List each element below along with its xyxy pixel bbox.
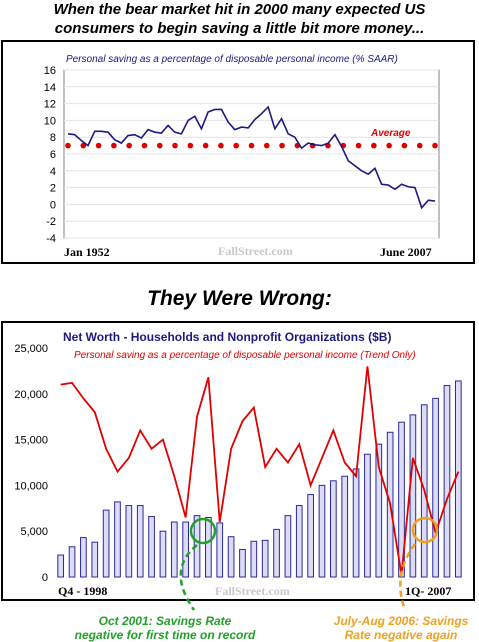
average-dot [386,142,392,149]
average-dot [202,142,209,149]
net-worth-bar [307,494,314,578]
average-dot [95,142,102,149]
chart-2-watermark: FallStreet.com [215,584,290,598]
saving-rate-chart: Personal saving as a percentage of dispo… [1,40,475,264]
net-worth-bar [227,536,235,578]
chart-2-y-tick-label: 20,000 [14,389,48,401]
chart-2-y-tick-label: 5,000 [20,526,48,538]
average-dot [172,142,178,149]
chart-1-y-tick-label: 16 [44,65,56,77]
chart-2-y-tick-label: 15,000 [14,435,48,447]
jul-aug-2006-highlight-circle [411,516,439,544]
net-worth-bar [375,443,383,578]
net-worth-bar [170,521,178,578]
average-dot [218,142,224,149]
net-worth-bar [239,549,246,578]
chart-1-y-tick-label: 12 [44,99,56,111]
jul-aug-2006-annotation-line-2: Rate negative again [344,628,458,642]
chart-1-watermark: FallStreet.com [218,244,293,258]
average-dot [263,142,270,149]
net-worth-bar [341,475,349,578]
chart-1-y-tick-label: 14 [44,82,56,94]
net-worth-bar [273,528,280,578]
net-worth-bar [454,380,462,578]
headline-line-1: When the bear market hit in 2000 many ex… [53,1,426,18]
saving-rate-series [67,105,436,210]
jul-aug-2006-annotation-line-1: July-Aug 2006: Savings [333,614,469,628]
chart-1-title: Personal saving as a percentage of dispo… [66,54,398,65]
oct-2001-annotation: Oct 2001: Savings Rate negative for firs… [40,614,290,642]
oct-2001-pointer-line [179,544,198,611]
headline-line-2: consumers to begin saving a little bit m… [54,20,425,37]
chart-2-x-start-label: Q4 - 1998 [58,584,107,598]
oct-2001-annotation-line-1: Oct 2001: Savings Rate [98,614,232,628]
net-worth-bar [182,521,189,578]
net-worth-bar [68,546,76,578]
headline: When the bear market hit in 2000 many ex… [0,0,479,38]
average-dot [156,142,163,149]
net-worth-bar [398,421,405,578]
net-worth-bar [80,537,87,578]
chart-2-title: Net Worth - Households and Nonprofit Org… [63,330,391,344]
subhead: They Were Wrong: [147,287,332,310]
oct-2001-highlight-circle [189,517,217,545]
chart-1-y-tick-label: -2 [46,216,56,228]
chart-2-subtitle: Personal saving as a percentage of dispo… [74,350,416,361]
net-worth-bar [91,541,99,578]
x-end-label: June 2007 [380,245,432,259]
net-worth-bar [250,540,258,578]
net-worth-bar [432,397,439,578]
net-worth-bar [216,522,224,578]
average-dot [401,142,408,149]
jul-aug-2006-annotation: July-Aug 2006: Savings Rate negative aga… [326,614,476,642]
chart-1-y-tick-label: 0 [50,199,56,211]
net-worth-bar [159,530,167,578]
chart-1-y-tick-label: 8 [50,132,56,144]
saving-rate-trend-series [60,366,460,576]
net-worth-bar [136,505,144,578]
net-worth-bar [284,515,292,578]
average-dot [371,142,377,149]
average-dot [111,142,117,149]
chart-2-y-tick-label: 25,000 [14,343,48,355]
chart-1-y-tick-label: 10 [44,115,56,127]
net-worth-bar [364,453,371,578]
net-worth-bar [114,501,121,578]
net-worth-bar [318,484,326,578]
chart-2-x-end-label: 1Q- 2007 [405,584,451,598]
average-dot [432,142,438,149]
chart-2-y-tick-label: 0 [42,572,48,584]
net-worth-bar [409,414,417,578]
net-worth-bar [295,505,303,578]
chart-1-y-tick-label: -4 [46,233,56,245]
net-worth-bar [443,385,451,578]
average-dot [141,142,148,149]
average-label: Average [370,128,411,139]
net-worth-bar [205,516,212,578]
oct-2001-annotation-line-2: negative for first time on record [74,628,256,642]
chart-1-y-tick-label: 6 [50,149,56,161]
net-worth-bar [261,539,269,578]
average-dot [248,142,255,149]
average-dot [65,142,71,149]
jul-aug-2006-pointer-line [399,543,417,611]
net-worth-bar [125,505,133,578]
chart-2-y-tick-label: 10,000 [14,480,48,492]
net-worth-bar [102,509,110,578]
chart-1-y-tick-label: 2 [50,183,56,195]
chart-1-y-tick-label: 4 [50,166,56,178]
average-dot [233,142,240,149]
net-worth-bar [148,516,155,578]
average-dot [355,142,362,149]
net-worth-bar [352,468,360,578]
average-dot [126,142,132,149]
average-dot [416,142,423,149]
average-dot [80,142,87,149]
net-worth-bar [330,480,337,578]
x-start-label: Jan 1952 [64,245,110,259]
average-dot [187,142,194,149]
average-dot [279,142,285,149]
net-worth-bar [57,554,65,578]
